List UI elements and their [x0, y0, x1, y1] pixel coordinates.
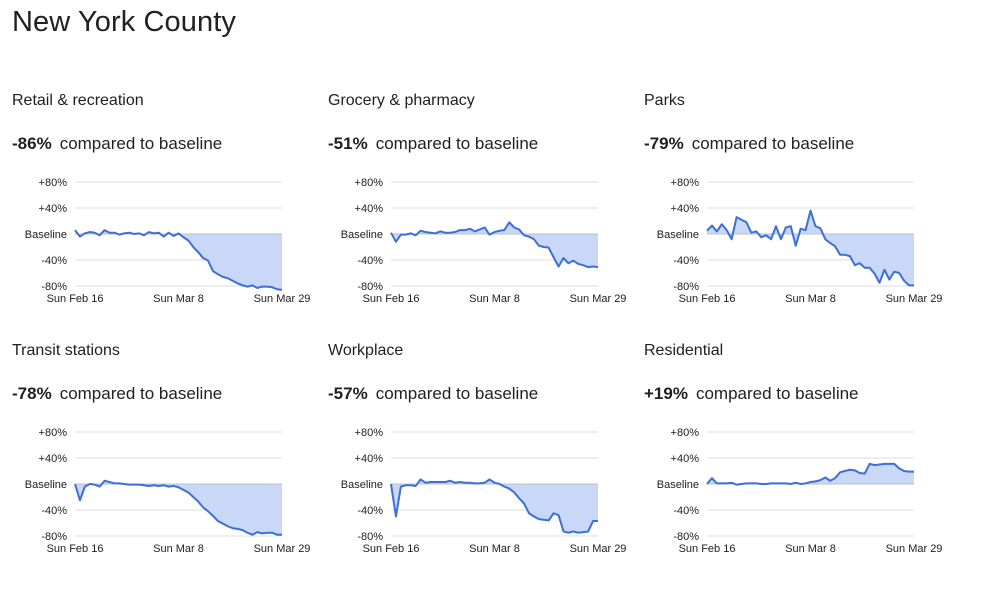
- chart-title: Workplace: [328, 342, 404, 359]
- y-tick-label: -80%: [673, 531, 699, 543]
- x-tick-label: Sun Mar 8: [785, 293, 836, 305]
- area-chart: +80% +40% Baseline -40% -80%Sun Feb 16 Sun Ma…: [25, 177, 311, 305]
- series-line: [706, 209, 914, 287]
- x-tick-label: Sun Feb 16: [679, 543, 736, 555]
- y-tick-label: +40%: [671, 203, 700, 215]
- headline-percent: -86%: [12, 134, 52, 153]
- chart-panel: Residential +19% compared to baseline +80% +…: [644, 342, 954, 582]
- area-fill: [707, 463, 914, 485]
- y-tick-label: Baseline: [341, 479, 383, 491]
- headline-stat: -78% compared to baseline: [12, 384, 222, 404]
- y-tick-label: -80%: [357, 281, 383, 293]
- chart-panel: Retail & recreation -86% compared to basel…: [12, 92, 322, 332]
- chart-panel: Parks -79% compared to baseline +80% +40% Bas…: [644, 92, 954, 332]
- y-tick-label: -40%: [673, 505, 699, 517]
- x-tick-label: Sun Mar 8: [785, 543, 836, 555]
- x-tick-label: Sun Mar 29: [886, 293, 943, 305]
- x-tick-label: Sun Feb 16: [679, 293, 736, 305]
- y-tick-label: -40%: [357, 505, 383, 517]
- x-tick-label: Sun Feb 16: [363, 293, 420, 305]
- y-tick-label: +40%: [355, 203, 384, 215]
- y-tick-label: +80%: [671, 427, 700, 439]
- chart-title: Transit stations: [12, 342, 120, 359]
- y-tick-label: -80%: [357, 531, 383, 543]
- area-fill: [707, 210, 914, 286]
- area-chart: +80% +40% Baseline -40% -80%Sun Feb 16 Sun Ma…: [657, 177, 943, 305]
- x-tick-label: Sun Mar 8: [153, 543, 204, 555]
- comparison-text: compared to baseline: [59, 384, 223, 403]
- chart-panel: Grocery & pharmacy -51% compared to baseli…: [328, 92, 638, 332]
- y-tick-label: -40%: [41, 505, 67, 517]
- x-tick-label: Sun Mar 29: [886, 543, 943, 555]
- area-fill: [391, 479, 598, 533]
- headline-stat: -86% compared to baseline: [12, 134, 222, 154]
- x-tick-label: Sun Mar 8: [153, 293, 204, 305]
- x-tick-label: Sun Feb 16: [47, 293, 104, 305]
- page-title: New York County: [12, 6, 236, 38]
- area-fill: [75, 230, 282, 290]
- headline-stat: -57% compared to baseline: [328, 384, 538, 404]
- chart-panel: Workplace -57% compared to baseline +80% +40…: [328, 342, 638, 582]
- chart-title: Parks: [644, 92, 685, 109]
- headline-percent: +19%: [644, 384, 688, 403]
- comparison-text: compared to baseline: [695, 384, 859, 403]
- y-tick-label: +80%: [355, 427, 384, 439]
- headline-percent: -57%: [328, 384, 368, 403]
- y-tick-label: +80%: [39, 177, 68, 189]
- headline-percent: -78%: [12, 384, 52, 403]
- y-tick-label: +40%: [39, 453, 68, 465]
- series-line: [706, 462, 914, 486]
- y-tick-label: +80%: [355, 177, 384, 189]
- comparison-text: compared to baseline: [59, 134, 223, 153]
- headline-percent: -79%: [644, 134, 684, 153]
- y-tick-label: +80%: [671, 177, 700, 189]
- x-tick-label: Sun Mar 8: [469, 543, 520, 555]
- y-tick-label: -80%: [41, 531, 67, 543]
- x-tick-label: Sun Feb 16: [47, 543, 104, 555]
- chart-panel: Transit stations -78% compared to baseline…: [12, 342, 322, 582]
- headline-stat: -51% compared to baseline: [328, 134, 538, 154]
- y-tick-label: -40%: [41, 255, 67, 267]
- headline-stat: -79% compared to baseline: [644, 134, 854, 154]
- x-tick-label: Sun Mar 29: [254, 293, 311, 305]
- chart-title: Residential: [644, 342, 724, 359]
- y-tick-label: -80%: [41, 281, 67, 293]
- series-line: [74, 479, 282, 536]
- y-tick-label: +80%: [39, 427, 68, 439]
- chart-title: Grocery & pharmacy: [328, 92, 475, 109]
- y-tick-label: +40%: [39, 203, 68, 215]
- headline-stat: +19% compared to baseline: [644, 384, 859, 404]
- area-chart: +80% +40% Baseline -40% -80%Sun Feb 16 Sun Ma…: [657, 427, 943, 555]
- y-tick-label: Baseline: [25, 479, 67, 491]
- x-tick-label: Sun Mar 29: [570, 543, 627, 555]
- area-fill: [75, 480, 282, 535]
- series-line: [74, 229, 283, 291]
- y-tick-label: -80%: [673, 281, 699, 293]
- headline-percent: -51%: [328, 134, 368, 153]
- comparison-text: compared to baseline: [375, 134, 539, 153]
- y-tick-label: +40%: [355, 453, 384, 465]
- area-chart: +80% +40% Baseline -40% -80%Sun Feb 16 Sun Ma…: [341, 427, 627, 555]
- y-tick-label: Baseline: [25, 229, 67, 241]
- y-tick-label: Baseline: [657, 479, 699, 491]
- x-tick-label: Sun Mar 29: [254, 543, 311, 555]
- area-chart: +80% +40% Baseline -40% -80%Sun Feb 16 Sun Ma…: [25, 427, 311, 555]
- x-tick-label: Sun Mar 8: [469, 293, 520, 305]
- x-tick-label: Sun Mar 29: [570, 293, 627, 305]
- y-tick-label: Baseline: [341, 229, 383, 241]
- y-tick-label: -40%: [357, 255, 383, 267]
- y-tick-label: +40%: [671, 453, 700, 465]
- area-chart: +80% +40% Baseline -40% -80%Sun Feb 16 Sun Ma…: [341, 177, 627, 305]
- chart-title: Retail & recreation: [12, 92, 144, 109]
- comparison-text: compared to baseline: [375, 384, 539, 403]
- y-tick-label: -40%: [673, 255, 699, 267]
- y-tick-label: Baseline: [657, 229, 699, 241]
- x-tick-label: Sun Feb 16: [363, 543, 420, 555]
- series-line: [390, 478, 598, 534]
- series-line: [390, 221, 599, 269]
- comparison-text: compared to baseline: [691, 134, 855, 153]
